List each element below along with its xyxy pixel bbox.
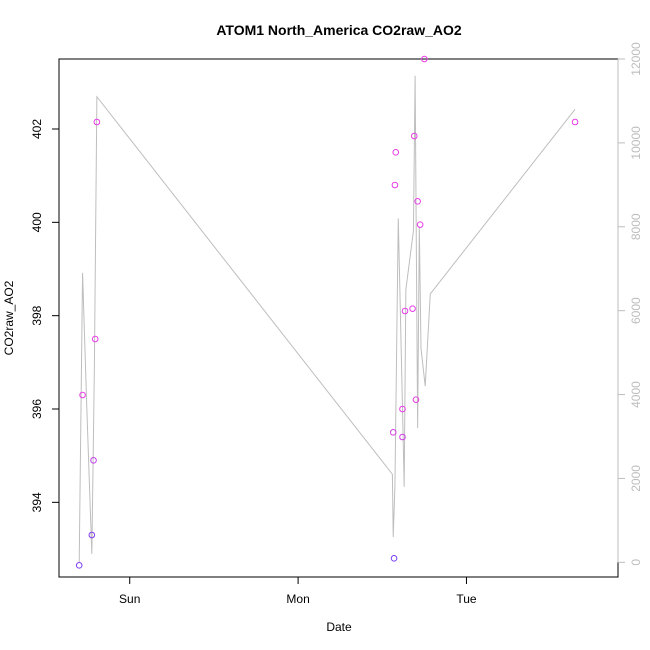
y-axis-label: CO2raw_AO2 — [2, 280, 16, 355]
data-point — [421, 55, 428, 63]
data-point — [392, 149, 400, 156]
data-point — [571, 118, 579, 126]
data-point — [399, 405, 406, 413]
data-point — [90, 457, 97, 464]
y-tick-label: 396 — [30, 399, 44, 419]
y2-tick-label: 6000 — [629, 297, 643, 324]
data-point — [412, 396, 420, 403]
data-point — [399, 433, 406, 441]
data-point — [390, 555, 398, 562]
x-tick-label: Mon — [286, 592, 309, 606]
data-point — [91, 335, 99, 343]
data-points — [75, 55, 579, 569]
y-tick-label: 400 — [30, 212, 44, 232]
data-point — [79, 391, 86, 399]
data-point — [410, 132, 418, 140]
y-tick-label: 402 — [30, 119, 44, 139]
data-point — [389, 429, 397, 436]
data-point — [414, 198, 421, 205]
y-tick-label: 394 — [30, 492, 44, 512]
series-polyline — [78, 75, 576, 563]
x-axis-label: Date — [326, 620, 352, 634]
y2-tick-label: 12000 — [629, 42, 643, 76]
data-point — [88, 531, 96, 539]
y2-tick-label: 8000 — [629, 213, 643, 240]
y2-tick-label: 4000 — [629, 381, 643, 408]
y-axis-left: 394 396 398 400 402 — [30, 119, 60, 512]
y-tick-label: 398 — [30, 305, 44, 325]
y2-tick-label: 2000 — [629, 465, 643, 492]
series-line — [78, 75, 576, 563]
plot-frame — [58, 58, 619, 578]
data-point — [75, 562, 83, 569]
y2-tick-label: 0 — [629, 559, 643, 566]
data-point — [401, 307, 409, 315]
x-axis: Sun Mon Tue — [119, 576, 477, 606]
chart-title: ATOM1 North_America CO2raw_AO2 — [216, 22, 462, 38]
y-axis-right: 0 2000 4000 6000 8000 10000 12000 — [617, 42, 643, 566]
data-point — [93, 118, 101, 126]
data-point — [409, 305, 416, 312]
data-point — [391, 181, 399, 189]
x-tick-label: Tue — [456, 592, 477, 606]
y2-tick-label: 10000 — [629, 126, 643, 160]
data-point — [416, 221, 424, 228]
x-tick-label: Sun — [119, 592, 140, 606]
